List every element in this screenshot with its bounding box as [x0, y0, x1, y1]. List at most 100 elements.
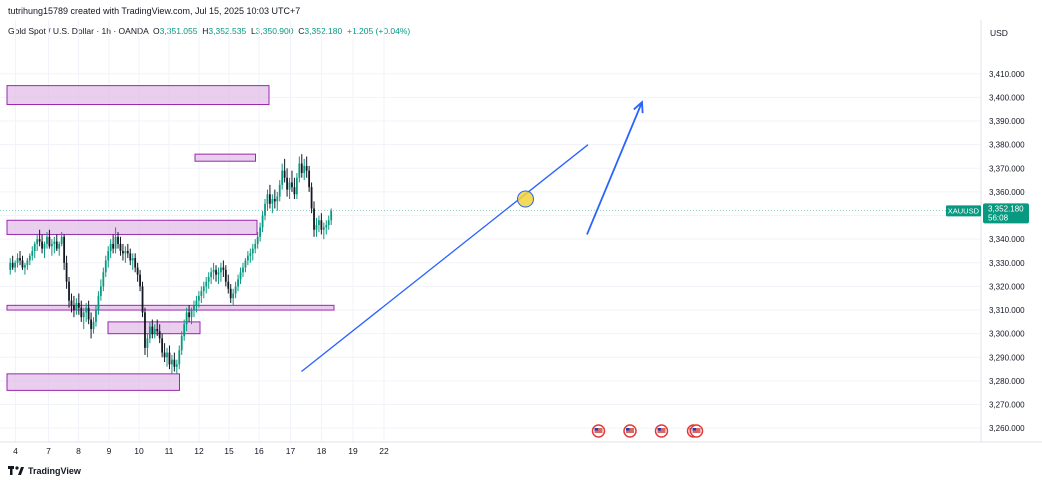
time-axis[interactable]: 4 7 8 9 10 11 12 15 16 17 18 19 22	[13, 446, 389, 456]
time-tick-label: 8	[76, 446, 81, 456]
candle-body	[193, 305, 195, 311]
candle-body	[126, 250, 129, 254]
candle-body	[41, 241, 43, 249]
candle-body	[53, 241, 56, 244]
projection-arrow-shaft	[586, 101, 643, 235]
candle-body	[65, 262, 68, 282]
candle-body	[134, 258, 137, 268]
price-tick-label: 3,320.000	[989, 282, 1025, 291]
candle-body	[19, 258, 21, 261]
candle-body	[63, 236, 66, 263]
candle-body	[298, 163, 301, 178]
candle-body	[185, 312, 188, 325]
time-tick-label: 9	[107, 446, 112, 456]
candle-body	[205, 281, 208, 287]
time-tick-label: 22	[379, 446, 389, 456]
candle-body	[261, 215, 264, 228]
candle-body	[286, 177, 288, 190]
currency-label[interactable]: USD	[990, 28, 1008, 38]
candle-body	[38, 239, 41, 242]
candle-body	[264, 203, 266, 216]
tradingview-brand: TradingView	[28, 466, 81, 476]
candle-body	[202, 286, 205, 292]
candle-body	[320, 220, 323, 230]
badge-countdown: 56:08	[988, 213, 1009, 222]
candle-body	[55, 241, 58, 249]
time-tick-label: 12	[194, 446, 204, 456]
candle-body	[237, 279, 239, 287]
candle-body	[21, 260, 24, 268]
candle-body	[256, 236, 259, 244]
candle-body	[283, 170, 286, 178]
flag-stripes	[692, 428, 701, 433]
flag-stripes	[626, 428, 634, 433]
price-tick-label: 3,360.000	[989, 188, 1025, 197]
time-tick-label: 19	[348, 446, 358, 456]
candle-body	[303, 165, 306, 174]
candle-body	[175, 364, 178, 367]
candle-body	[107, 250, 110, 261]
candle-body	[217, 272, 220, 275]
chart-drawings	[0, 100, 981, 372]
candle-body	[68, 281, 70, 301]
price-tick-label: 3,310.000	[989, 306, 1025, 315]
candle-body	[183, 324, 186, 337]
candle-body	[229, 288, 232, 299]
candle-body	[87, 307, 90, 320]
candle-body	[153, 328, 156, 334]
candle-body	[222, 267, 225, 270]
price-tick-label: 3,280.000	[989, 377, 1025, 386]
candle-body	[161, 338, 164, 353]
candle-body	[166, 352, 168, 358]
candle-body	[242, 267, 244, 273]
candle-body	[215, 269, 217, 275]
candle-body	[246, 255, 249, 261]
candle-body	[232, 293, 235, 299]
candle-body	[168, 352, 171, 365]
tradingview-logo-icon	[8, 466, 24, 475]
candle-body	[28, 255, 31, 261]
candle-body	[158, 331, 161, 339]
time-tick-label: 7	[46, 446, 51, 456]
candle-body	[129, 253, 132, 261]
candle-body	[234, 286, 237, 294]
candle-body	[46, 236, 48, 244]
candle-body	[281, 170, 284, 185]
price-tick-label: 3,270.000	[989, 401, 1025, 410]
zone-rect	[6, 219, 258, 235]
candle-body	[82, 312, 85, 318]
projection-arrow-head	[633, 100, 644, 114]
candle-body	[9, 262, 12, 270]
low-value: 3,350.900	[255, 26, 294, 36]
price-tick-label: 3,370.000	[989, 164, 1025, 173]
candle-body	[144, 312, 146, 348]
candle-body	[75, 302, 78, 311]
time-tick-label: 4	[13, 446, 18, 456]
candle-body	[288, 182, 291, 190]
flag-canton	[594, 428, 598, 431]
candle-body	[173, 359, 176, 367]
tradingview-logo[interactable]: TradingView	[8, 466, 81, 476]
close-value: 3,352.180	[304, 26, 343, 36]
change-value: +1.205 (+0.04%)	[346, 26, 411, 36]
candle-body	[315, 225, 318, 230]
price-tick-label: 3,290.000	[989, 353, 1025, 362]
price-axis[interactable]: 3,260.000 3,270.000 3,280.000 3,290.000 3,30…	[989, 70, 1025, 433]
candle-body	[224, 269, 227, 282]
chart-credit: tutrihung15789 created with TradingView.…	[8, 6, 301, 16]
candle-body	[95, 310, 97, 322]
candle-body	[180, 336, 183, 351]
candle-body	[269, 194, 271, 204]
last-price-badge: XAUUSD 3,352.180 56:08	[946, 203, 1029, 224]
candle-body	[271, 199, 274, 204]
candle-body	[112, 243, 115, 249]
economic-event-markers	[591, 424, 704, 438]
zone-rect	[6, 373, 180, 391]
open-value: 3,351.055	[159, 26, 198, 36]
candle-body	[99, 286, 102, 296]
price-tick-label: 3,390.000	[989, 117, 1025, 126]
candle-body	[97, 295, 100, 311]
candle-body	[295, 177, 298, 195]
candle-body	[254, 243, 257, 249]
